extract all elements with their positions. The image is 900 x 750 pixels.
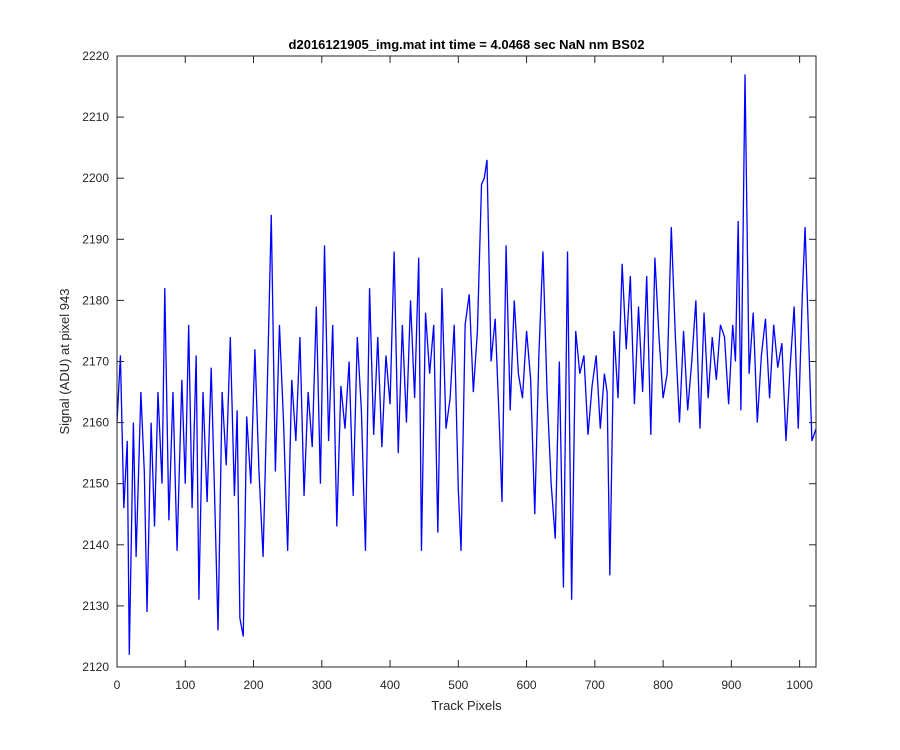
y-tick-label: 2160: [82, 416, 109, 430]
x-tick-label: 800: [653, 678, 673, 692]
y-tick-label: 2180: [82, 293, 109, 307]
y-tick-label: 2220: [82, 49, 109, 63]
x-tick-label: 1000: [786, 678, 813, 692]
x-tick-label: 100: [175, 678, 195, 692]
chart-title: d2016121905_img.mat int time = 4.0468 se…: [289, 37, 645, 52]
y-axis-label: Signal (ADU) at pixel 943: [57, 289, 72, 435]
x-tick-label: 900: [721, 678, 741, 692]
y-tick-label: 2190: [82, 232, 109, 246]
y-tick-label: 2200: [82, 171, 109, 185]
y-tick-label: 2120: [82, 660, 109, 674]
y-axis: 2120 2130 2140 2150 2160 2170 2180 2190 2200 2210…: [82, 49, 816, 674]
x-tick-label: 300: [312, 678, 332, 692]
x-tick-label: 0: [114, 678, 121, 692]
y-tick-label: 2170: [82, 355, 109, 369]
plot-area: [117, 56, 816, 667]
series-line-0: [116, 74, 817, 655]
y-tick-label: 2150: [82, 477, 109, 491]
x-tick-label: 600: [517, 678, 537, 692]
x-tick-label: 500: [448, 678, 468, 692]
series-layer: [116, 74, 817, 655]
y-tick-label: 2210: [82, 110, 109, 124]
x-tick-label: 700: [585, 678, 605, 692]
y-tick-label: 2130: [82, 599, 109, 613]
x-tick-label: 400: [380, 678, 400, 692]
y-tick-label: 2140: [82, 538, 109, 552]
x-tick-label: 200: [244, 678, 264, 692]
x-axis: 0 100 200 300 400 500 600 700 800 900 1000: [114, 56, 813, 692]
x-axis-label: Track Pixels: [431, 698, 502, 713]
